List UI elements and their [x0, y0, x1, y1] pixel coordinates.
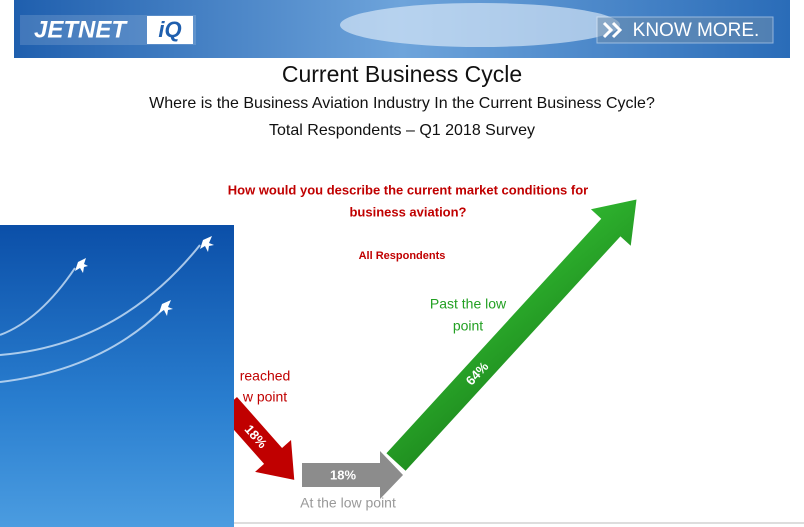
group-label: All Respondents [359, 250, 446, 262]
grey-arrow [302, 451, 403, 499]
question: business aviation? [349, 204, 466, 219]
stage-label: w point [242, 389, 287, 405]
logo: JETNET [34, 16, 128, 43]
stage-value: 18% [330, 467, 356, 482]
stage-label: At the low point [300, 495, 396, 511]
stage-label: reached [240, 368, 291, 384]
know-more-button[interactable] [596, 16, 774, 44]
logo-badge-bg [147, 16, 193, 44]
question: How would you describe the current marke… [228, 182, 588, 197]
logo-badge: iQ [158, 17, 181, 42]
stage-label: Past the low [430, 296, 507, 312]
chevrons [602, 21, 623, 39]
contrails [0, 244, 201, 383]
subtitle: Where is the Business Aviation Industry … [149, 95, 655, 112]
know-more-label[interactable]: KNOW MORE. [633, 20, 760, 41]
cloud [340, 3, 620, 47]
red-arrow [219, 397, 295, 480]
stage-label: point [453, 318, 483, 334]
title: Current Business Cycle [282, 61, 522, 87]
subtitle: Total Respondents – Q1 2018 Survey [269, 122, 535, 139]
planes [75, 236, 214, 316]
green-arrow [386, 199, 637, 471]
